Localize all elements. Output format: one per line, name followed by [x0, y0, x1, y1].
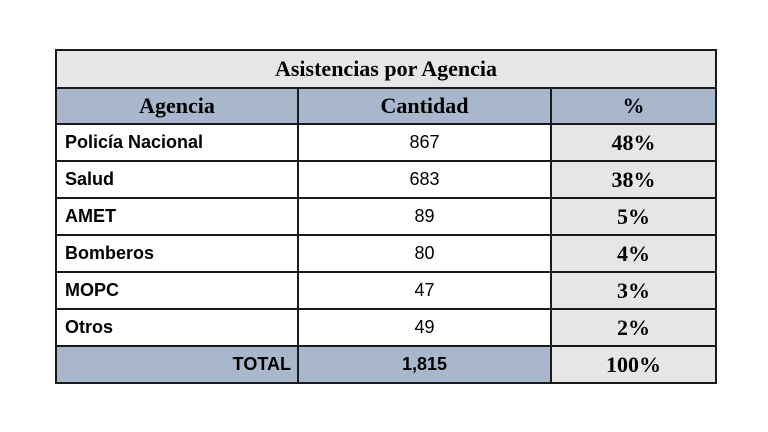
table-title-row: Asistencias por Agencia — [54, 49, 718, 89]
header-quantity: Cantidad — [297, 87, 552, 125]
total-label: TOTAL — [55, 345, 299, 384]
agency-cell: Policía Nacional — [55, 123, 299, 162]
quantity-cell: 49 — [297, 308, 552, 347]
agency-assistance-table-container: Asistencias por Agencia Agencia Cantidad… — [54, 49, 718, 384]
agency-cell: MOPC — [55, 271, 299, 310]
percent-cell: 2% — [549, 308, 718, 347]
agency-cell: Otros — [55, 308, 299, 347]
table-row: Otros 49 2% — [55, 308, 718, 347]
table-row: AMET 89 5% — [55, 197, 718, 236]
table-header-row: Agencia Cantidad % — [55, 87, 718, 125]
table-row: Bomberos 80 4% — [55, 234, 718, 273]
total-quantity: 1,815 — [297, 345, 552, 384]
quantity-cell: 683 — [297, 160, 552, 199]
percent-cell: 5% — [549, 197, 718, 236]
agency-cell: Bomberos — [55, 234, 299, 273]
table-title: Asistencias por Agencia — [54, 49, 718, 89]
table-total-row: TOTAL 1,815 100% — [55, 345, 718, 384]
percent-cell: 4% — [549, 234, 718, 273]
percent-cell: 3% — [549, 271, 718, 310]
table-row: Salud 683 38% — [55, 160, 718, 199]
agency-cell: Salud — [55, 160, 299, 199]
table-row: MOPC 47 3% — [55, 271, 718, 310]
quantity-cell: 89 — [297, 197, 552, 236]
percent-cell: 48% — [549, 123, 718, 162]
agency-cell: AMET — [55, 197, 299, 236]
quantity-cell: 867 — [297, 123, 552, 162]
quantity-cell: 47 — [297, 271, 552, 310]
header-agency: Agencia — [55, 87, 299, 125]
header-percent: % — [549, 87, 718, 125]
agency-assistance-table: Asistencias por Agencia Agencia Cantidad… — [54, 49, 718, 384]
table-row: Policía Nacional 867 48% — [55, 123, 718, 162]
quantity-cell: 80 — [297, 234, 552, 273]
total-percent: 100% — [549, 345, 718, 384]
percent-cell: 38% — [549, 160, 718, 199]
